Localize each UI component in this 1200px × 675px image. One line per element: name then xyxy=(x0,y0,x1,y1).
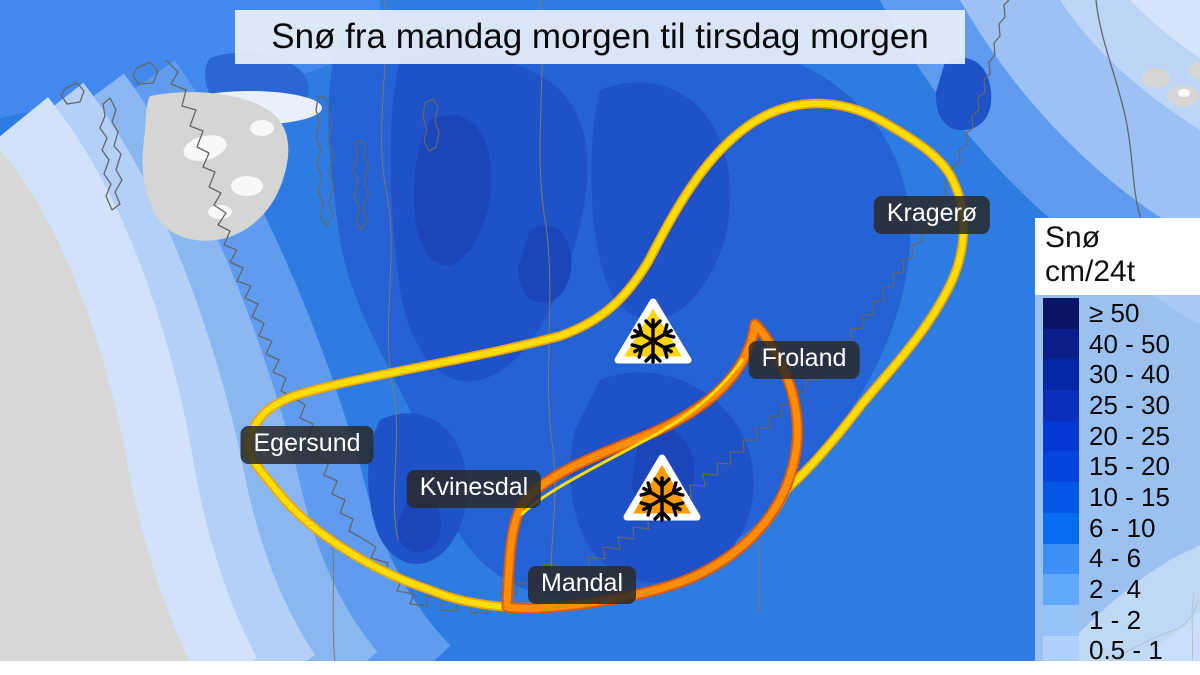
orange-warning-area xyxy=(507,324,798,608)
legend-scale: ≥ 50 40 - 50 30 - 40 25 - 30 20 - 25 15 … xyxy=(1035,295,1200,667)
no-data-area xyxy=(0,150,195,675)
legend-swatch xyxy=(1043,420,1079,452)
legend-row: 20 - 25 xyxy=(1043,421,1200,452)
place-label-kvinesdal: Kvinesdal xyxy=(406,470,542,508)
place-label-kragero: Kragerø xyxy=(873,196,991,234)
map-title: Snø fra mandag morgen til tirsdag morgen xyxy=(235,10,965,64)
legend-row: 2 - 4 xyxy=(1043,574,1200,605)
legend-swatch xyxy=(1043,328,1079,360)
legend-swatch xyxy=(1043,359,1079,391)
legend-swatch xyxy=(1043,543,1079,575)
legend-title-line2: cm/24t xyxy=(1045,255,1136,288)
legend-swatch xyxy=(1043,574,1079,605)
legend-row: 15 - 20 xyxy=(1043,451,1200,483)
legend-row: 0.5 - 1 xyxy=(1043,635,1200,667)
legend-row: 30 - 40 xyxy=(1043,359,1200,391)
place-label-mandal: Mandal xyxy=(528,566,636,604)
legend-row: 4 - 6 xyxy=(1043,543,1200,575)
bottom-bar xyxy=(0,661,1200,675)
legend-swatch xyxy=(1043,512,1079,544)
yellow-warning-icon xyxy=(614,298,692,364)
legend-row: 40 - 50 xyxy=(1043,329,1200,360)
legend-row: 1 - 2 xyxy=(1043,605,1200,636)
legend-title: Snø cm/24t xyxy=(1035,218,1200,295)
legend-row: 10 - 15 xyxy=(1043,482,1200,513)
place-label-egersund: Egersund xyxy=(240,426,374,464)
legend-swatch xyxy=(1043,482,1079,513)
legend-row: 25 - 30 xyxy=(1043,390,1200,421)
legend: Snø cm/24t ≥ 50 40 - 50 30 - 40 25 - 30 … xyxy=(1035,218,1200,667)
legend-swatch xyxy=(1043,451,1079,483)
legend-swatch xyxy=(1043,604,1079,636)
place-label-froland: Froland xyxy=(748,341,860,379)
legend-row: ≥ 50 xyxy=(1043,298,1200,329)
legend-swatch xyxy=(1043,298,1079,329)
legend-swatch xyxy=(1043,390,1079,421)
legend-title-line1: Snø xyxy=(1045,221,1101,254)
orange-warning-icon xyxy=(623,454,701,522)
legend-row: 6 - 10 xyxy=(1043,513,1200,544)
